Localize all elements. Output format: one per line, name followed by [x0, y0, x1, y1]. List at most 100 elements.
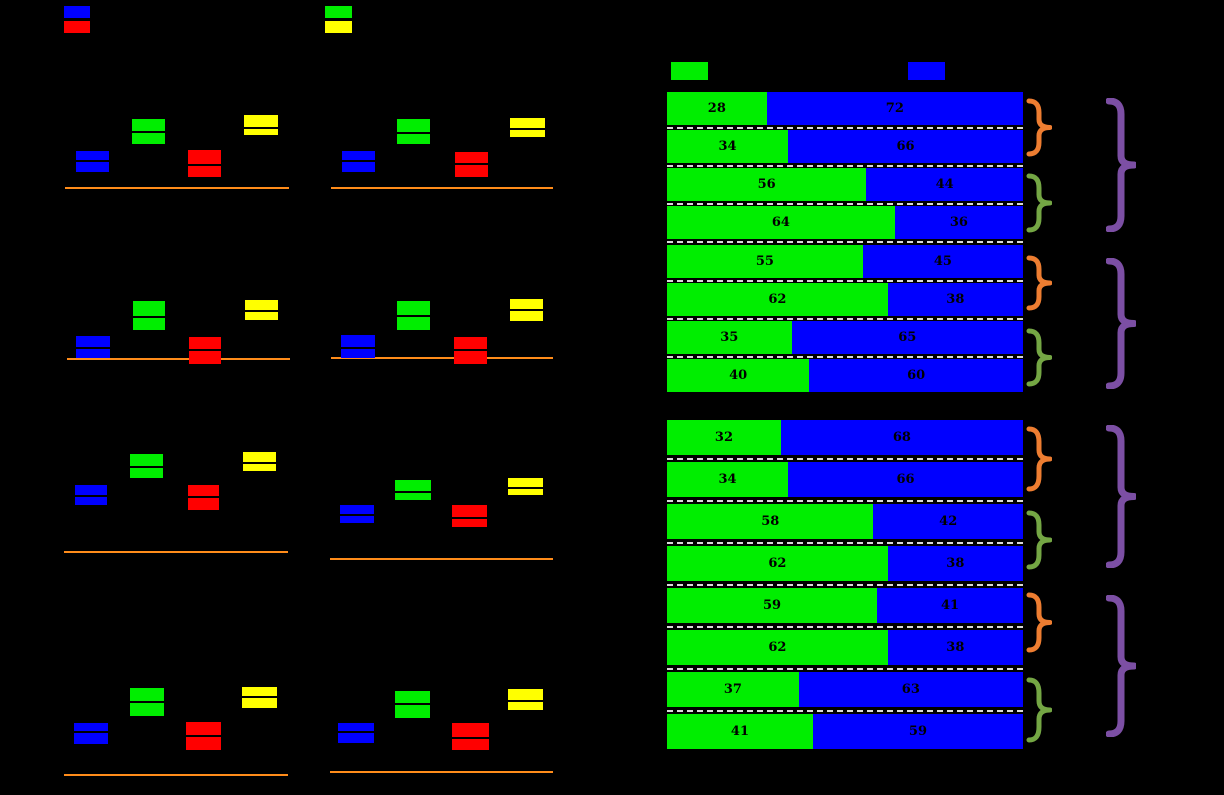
boxplot-median-line [340, 514, 374, 516]
bar-value-label: 40 [729, 368, 748, 383]
boxplot-median-line [510, 309, 543, 311]
boxplot-box-red [188, 150, 221, 177]
stacked-bar: 62 38 [667, 283, 1023, 316]
stacked-bar: 37 63 [667, 672, 1023, 707]
bar-value-label: 68 [892, 430, 911, 445]
boxplot-box-yellow [245, 300, 278, 320]
boxplot-median-line [132, 131, 165, 133]
baseline-orange [64, 774, 288, 776]
bar-value-label: 62 [768, 640, 787, 655]
bar-value-label: 62 [768, 292, 787, 307]
curly-brace-orange [1026, 98, 1052, 157]
curly-brace-purple [1106, 595, 1136, 737]
boxplot-median-line [454, 349, 487, 351]
bar-value-label: 34 [718, 472, 737, 487]
bar-segment-blue: 66 [788, 462, 1023, 497]
bar-value-label: 38 [946, 556, 965, 571]
boxplot-median-line [186, 735, 221, 737]
boxplot-box-yellow [242, 687, 277, 708]
boxplot-box-yellow [508, 478, 543, 495]
legend1-red-swatch [64, 21, 90, 33]
bar-value-label: 37 [723, 682, 742, 697]
boxplot-box-blue [342, 151, 375, 172]
boxplot-box-green [397, 301, 430, 330]
bar-separator-dashed [667, 625, 1023, 628]
stacked-bar: 35 65 [667, 321, 1023, 354]
curly-brace-green [1026, 328, 1052, 387]
bar-segment-green: 35 [667, 321, 792, 354]
boxplot-median-line [130, 466, 163, 468]
boxplot-median-line [341, 347, 375, 349]
boxplot-box-blue [76, 151, 109, 172]
bar-value-label: 38 [946, 640, 965, 655]
bar-segment-green: 28 [667, 92, 767, 125]
bar-segment-blue: 36 [894, 206, 1023, 239]
boxplot-box-red [188, 485, 219, 510]
boxplot-median-line [508, 487, 543, 489]
boxplot-median-line [452, 517, 487, 519]
bar-value-label: 59 [762, 598, 782, 613]
bar-segment-blue: 72 [766, 92, 1023, 125]
bar-segment-blue: 45 [862, 245, 1023, 278]
bar-value-label: 35 [720, 330, 739, 345]
boxplot-median-line [395, 491, 431, 493]
bar-value-label: 60 [907, 368, 926, 383]
boxplot-median-line [244, 127, 278, 129]
boxplot-box-blue [340, 505, 374, 523]
baseline-orange [67, 358, 290, 360]
bar-segment-blue: 38 [887, 283, 1023, 316]
bar-value-label: 45 [933, 254, 952, 269]
boxplot-median-line [242, 696, 277, 698]
bar-value-label: 41 [940, 598, 960, 613]
boxplot-median-line [76, 160, 109, 162]
bar-value-label: 28 [707, 101, 726, 116]
curly-brace-purple [1106, 98, 1136, 232]
stacked-bar: 64 36 [667, 206, 1023, 239]
bar-separator-dashed [667, 457, 1023, 460]
baseline-orange [65, 187, 289, 189]
boxplot-box-yellow [510, 299, 543, 321]
bar-value-label: 64 [771, 215, 790, 230]
curly-brace-purple [1106, 425, 1136, 568]
bar-value-label: 65 [898, 330, 917, 345]
stacked-bar: 28 72 [667, 92, 1023, 125]
bar-segment-blue: 60 [809, 359, 1023, 392]
boxplot-median-line [76, 347, 110, 349]
boxplot-box-red [452, 723, 489, 750]
bar-value-label: 66 [896, 472, 915, 487]
boxplot-median-line [455, 163, 488, 165]
boxplot-box-green [395, 480, 431, 500]
boxplot-box-green [133, 301, 165, 330]
bar-segment-blue: 42 [873, 504, 1023, 539]
bar-value-label: 34 [718, 139, 737, 154]
barchart-legend-green-swatch [671, 62, 708, 80]
boxplot-box-green [130, 454, 163, 478]
boxplot-box-yellow [243, 452, 276, 471]
bar-value-label: 44 [935, 177, 954, 192]
bar-value-label: 72 [885, 101, 904, 116]
boxplot-median-line [189, 349, 221, 351]
bar-separator-dashed [667, 202, 1023, 205]
stacked-bar: 56 44 [667, 168, 1023, 201]
bar-value-label: 42 [939, 514, 958, 529]
curly-brace-green [1026, 173, 1052, 233]
bar-value-label: 62 [768, 556, 787, 571]
curly-brace-purple [1106, 258, 1136, 389]
stacked-bar: 32 68 [667, 420, 1023, 455]
stacked-bar: 34 66 [667, 130, 1023, 163]
bar-value-label: 55 [755, 254, 774, 269]
bar-value-label: 32 [714, 430, 733, 445]
boxplot-box-yellow [244, 115, 278, 135]
bar-separator-dashed [667, 499, 1023, 502]
boxplot-median-line [243, 462, 276, 464]
bar-separator-dashed [667, 709, 1023, 712]
boxplot-median-line [452, 737, 489, 739]
baseline-orange [330, 558, 553, 560]
boxplot-box-green [397, 119, 430, 144]
boxplot-median-line [395, 703, 430, 705]
bar-value-label: 56 [757, 177, 776, 192]
bar-segment-green: 64 [667, 206, 895, 239]
bar-separator-dashed [667, 355, 1023, 358]
stacked-bar: 62 38 [667, 546, 1023, 581]
